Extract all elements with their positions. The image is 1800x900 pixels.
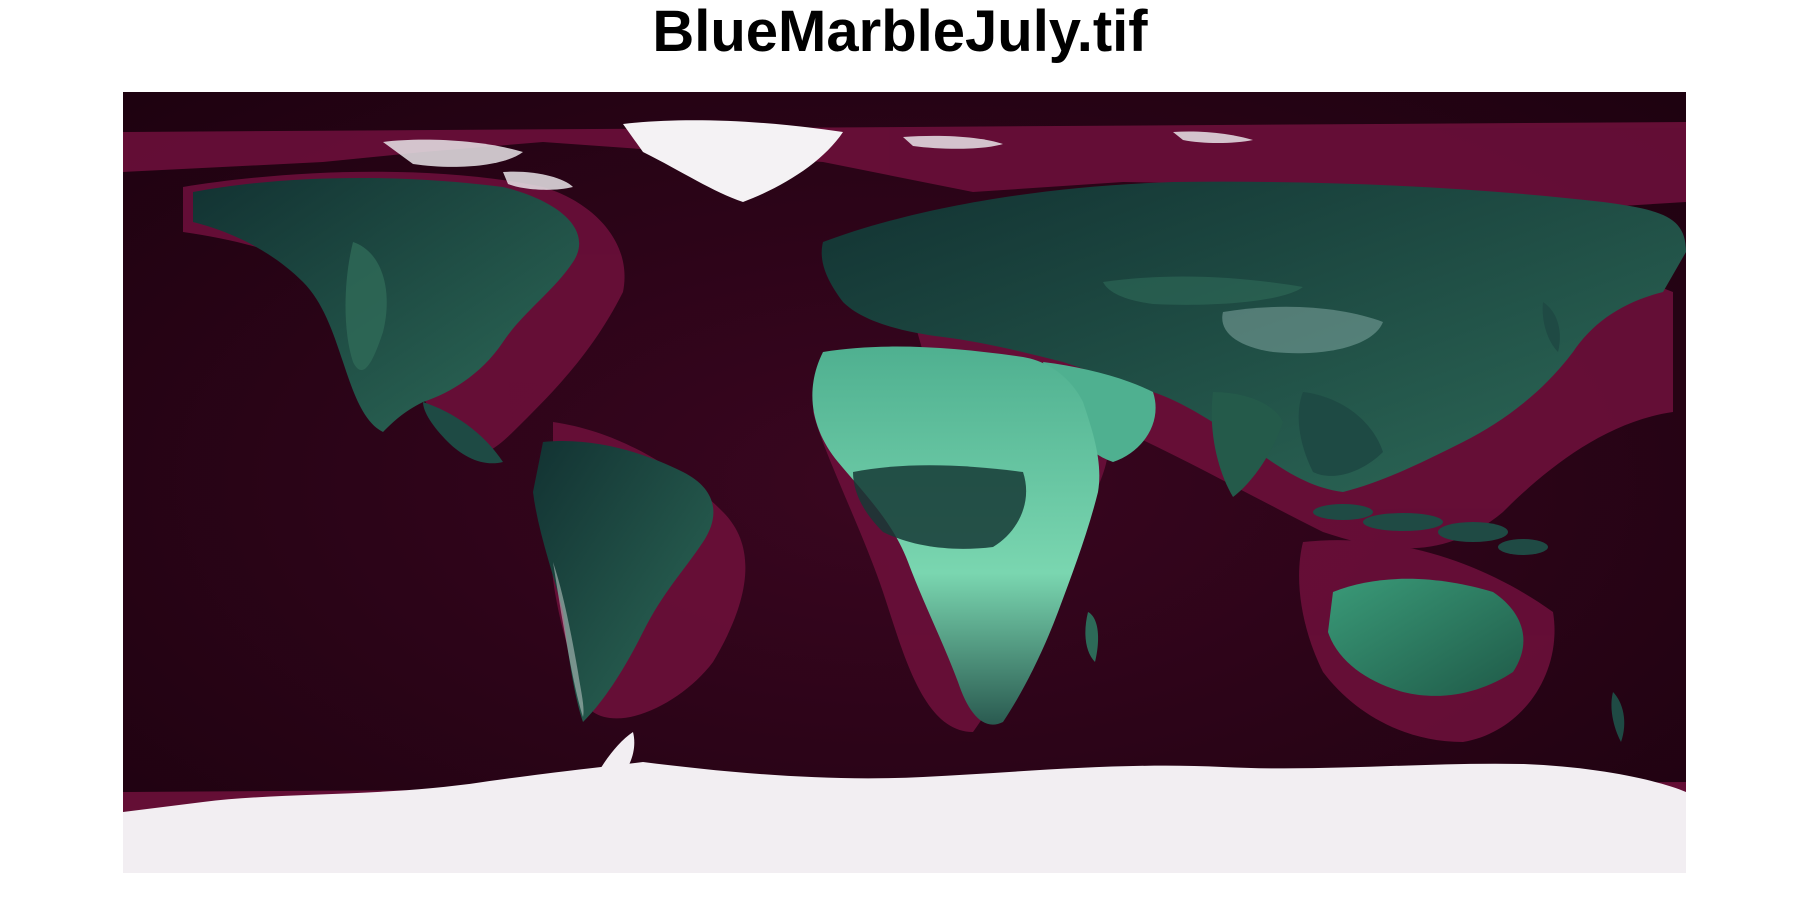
- north-america-west-lowlands: [345, 242, 387, 371]
- figure-title: BlueMarbleJuly.tif: [652, 0, 1148, 64]
- south-america: [533, 441, 714, 722]
- madagascar: [1085, 612, 1099, 662]
- antarctic-peninsula: [593, 732, 635, 787]
- central-asia-steppe: [1103, 276, 1303, 305]
- central-america: [423, 402, 503, 464]
- greenland: [623, 120, 843, 202]
- world-map-image: [123, 92, 1686, 873]
- andes-highlands: [553, 562, 584, 717]
- australia: [1328, 578, 1524, 696]
- central-africa-forest: [853, 465, 1027, 549]
- tibetan-plateau: [1222, 306, 1383, 354]
- indonesia-islands: [1313, 504, 1548, 555]
- arctic-islands: [383, 131, 1253, 190]
- japan: [1542, 302, 1560, 352]
- india: [1211, 392, 1283, 497]
- new-zealand: [1611, 692, 1625, 742]
- southeast-asia: [1298, 392, 1383, 476]
- antarctica: [123, 762, 1686, 873]
